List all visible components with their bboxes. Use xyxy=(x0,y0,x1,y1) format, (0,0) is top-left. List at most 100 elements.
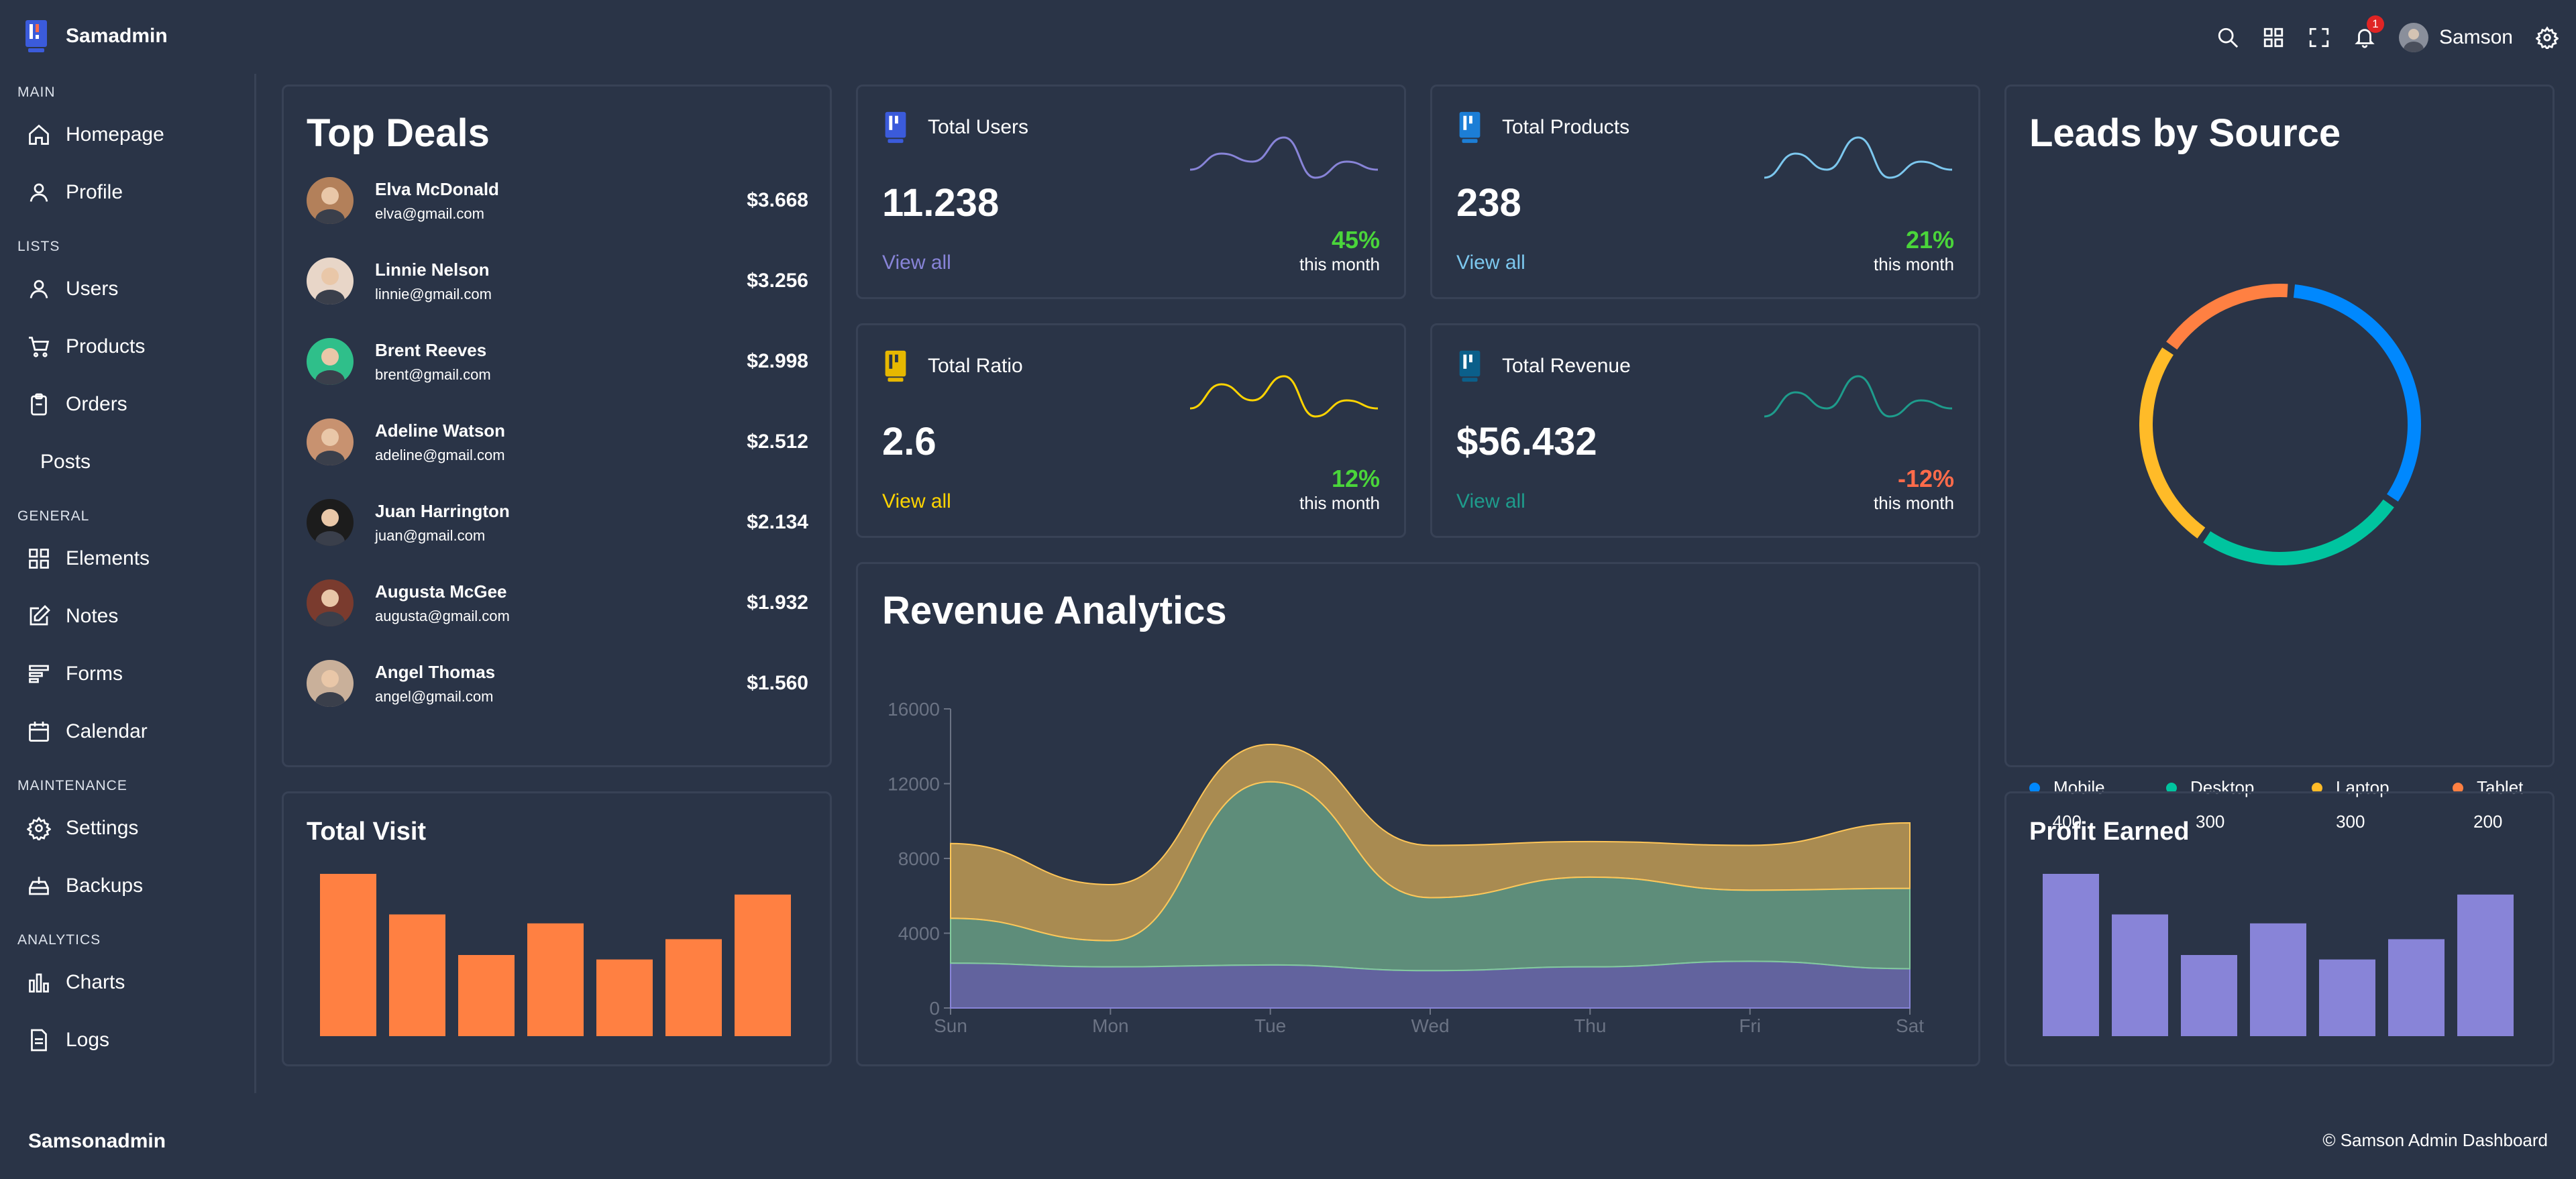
stat-card-total-users: Total Users 11.238 View all 45% this mon… xyxy=(856,85,1406,299)
view-all-link[interactable]: View all xyxy=(1456,251,1525,274)
sparkline-path xyxy=(1189,375,1379,418)
bar-thu[interactable] xyxy=(596,959,653,1036)
notifications-button[interactable]: 1 xyxy=(2353,15,2384,49)
pie-slice-mobile[interactable] xyxy=(2293,284,2421,502)
logo-icon xyxy=(885,350,906,382)
home-icon xyxy=(29,124,49,145)
logo-icon xyxy=(885,111,906,144)
stat-title: Total Ratio xyxy=(928,355,1023,377)
deal-row[interactable]: Elva McDonald elva@gmail.com $3.668 xyxy=(307,174,808,227)
deal-name: Angel Thomas xyxy=(375,661,496,682)
legend-dot xyxy=(2453,782,2463,793)
stat-period: this month xyxy=(1299,254,1380,274)
deal-row[interactable]: Angel Thomas angel@gmail.com $1.560 xyxy=(307,657,808,710)
sidebar-item-posts[interactable]: Posts xyxy=(40,451,91,473)
deal-email: adeline@gmail.com xyxy=(375,446,505,463)
sidebar-item-orders[interactable]: Orders xyxy=(27,388,127,421)
stat-period: this month xyxy=(1874,493,1954,513)
avatar xyxy=(307,418,354,465)
expand-icon[interactable] xyxy=(2308,26,2330,49)
pie-slice-desktop[interactable] xyxy=(2203,499,2394,566)
legend-dot xyxy=(2312,782,2322,793)
leads-by-source-card: Leads by Source Mobile 400 Desktop 300 Lapto… xyxy=(2004,85,2555,832)
bar-sat[interactable] xyxy=(735,894,791,1036)
bar-wed[interactable] xyxy=(527,923,584,1036)
bar-tue[interactable] xyxy=(458,955,515,1036)
sidebar-section-main: MAIN xyxy=(17,85,56,100)
bar-sun[interactable] xyxy=(320,874,376,1036)
user-menu[interactable]: Samson xyxy=(2398,23,2513,52)
sidebar-section-maintenance: MAINTENANCE xyxy=(17,778,127,793)
sidebar-item-elements[interactable]: Elements xyxy=(27,542,150,575)
legend-label: Laptop xyxy=(2336,777,2390,797)
sidebar-item-calendar[interactable]: Calendar xyxy=(27,715,148,748)
bar-mon[interactable] xyxy=(2112,914,2168,1037)
stat-card-total-revenue: Total Revenue $56.432 View all -12% this… xyxy=(1430,323,1980,538)
stat-value: $56.432 xyxy=(1456,420,1597,463)
bar-wed[interactable] xyxy=(2250,923,2306,1036)
bar-sat[interactable] xyxy=(2457,894,2514,1036)
apps-icon[interactable] xyxy=(2262,26,2285,49)
bar-sun[interactable] xyxy=(2043,874,2099,1036)
deal-name: Brent Reeves xyxy=(375,339,487,360)
sidebar-item-homepage[interactable]: Homepage xyxy=(27,118,164,152)
deal-amount: $3.256 xyxy=(747,270,808,292)
navbar: Samadmin 1 Samson xyxy=(0,0,2576,74)
sidebar-item-forms[interactable]: Forms xyxy=(27,657,123,691)
bar-fri[interactable] xyxy=(665,939,722,1036)
sidebar-item-settings[interactable]: Settings xyxy=(27,811,138,845)
y-tick-label: 12000 xyxy=(888,774,940,795)
navbar-actions: 1 Samson xyxy=(2216,15,2559,55)
pie-slice-laptop[interactable] xyxy=(2139,347,2206,539)
view-all-link[interactable]: View all xyxy=(1456,490,1525,512)
deal-amount: $2.134 xyxy=(747,511,808,533)
area-series-books[interactable] xyxy=(950,743,1911,942)
avatar xyxy=(307,338,354,385)
bar-mon[interactable] xyxy=(389,914,445,1037)
sidebar-item-products[interactable]: Products xyxy=(27,330,145,363)
legend-value: 300 xyxy=(2196,811,2225,832)
search-icon[interactable] xyxy=(2216,26,2239,49)
x-tick-label: Wed xyxy=(1411,1015,1449,1036)
deal-row[interactable]: Adeline Watson adeline@gmail.com $2.512 xyxy=(307,415,808,469)
sidebar-item-notes[interactable]: Notes xyxy=(27,600,118,633)
legend-item: Tablet 200 xyxy=(2453,777,2523,832)
bar-thu[interactable] xyxy=(2319,959,2375,1036)
sidebar-item-profile[interactable]: Profile xyxy=(27,176,123,209)
stat-period: this month xyxy=(1299,493,1380,513)
stat-percent: 21% xyxy=(1905,226,1954,254)
sidebar-item-logs[interactable]: Logs xyxy=(27,1023,109,1057)
y-tick-label: 4000 xyxy=(898,923,940,944)
view-all-link[interactable]: View all xyxy=(882,490,951,512)
sidebar-item-backups[interactable]: Backups xyxy=(27,869,143,903)
deal-row[interactable]: Augusta McGee augusta@gmail.com $1.932 xyxy=(307,576,808,630)
top-deals-card: Top Deals Elva McDonald elva@gmail.com $3.… xyxy=(282,85,832,767)
logo-icon xyxy=(1459,111,1481,144)
legend-value: 200 xyxy=(2473,811,2503,832)
x-tick-label: Thu xyxy=(1574,1015,1606,1036)
stat-percent: 45% xyxy=(1331,226,1380,254)
logo[interactable]: Samadmin xyxy=(24,19,168,54)
pie-slice-tablet[interactable] xyxy=(2166,284,2288,350)
sidebar-item-users[interactable]: Users xyxy=(27,272,118,306)
sparkline xyxy=(1764,375,1953,418)
legend-label: Tablet xyxy=(2477,777,2524,797)
deal-row[interactable]: Juan Harrington juan@gmail.com $2.134 xyxy=(307,496,808,549)
sidebar: MAIN Homepage Profile LISTS Users Produc… xyxy=(0,74,256,1093)
bar-tue[interactable] xyxy=(2181,955,2237,1036)
settings-icon[interactable] xyxy=(2536,26,2559,49)
stat-title: Total Revenue xyxy=(1502,355,1631,377)
logo-icon xyxy=(25,20,47,52)
x-tick-label: Sun xyxy=(934,1015,967,1036)
bar-fri[interactable] xyxy=(2388,939,2445,1036)
stat-title: Total Products xyxy=(1502,116,1630,138)
deal-amount: $1.560 xyxy=(747,672,808,694)
sidebar-item-charts[interactable]: Charts xyxy=(27,966,125,999)
sparkline-path xyxy=(1764,375,1953,418)
notification-badge: 1 xyxy=(2366,15,2384,33)
deal-email: juan@gmail.com xyxy=(375,526,486,544)
view-all-link[interactable]: View all xyxy=(882,251,951,274)
deal-name: Adeline Watson xyxy=(375,420,506,441)
deal-row[interactable]: Brent Reeves brent@gmail.com $2.998 xyxy=(307,335,808,388)
deal-row[interactable]: Linnie Nelson linnie@gmail.com $3.256 xyxy=(307,254,808,308)
